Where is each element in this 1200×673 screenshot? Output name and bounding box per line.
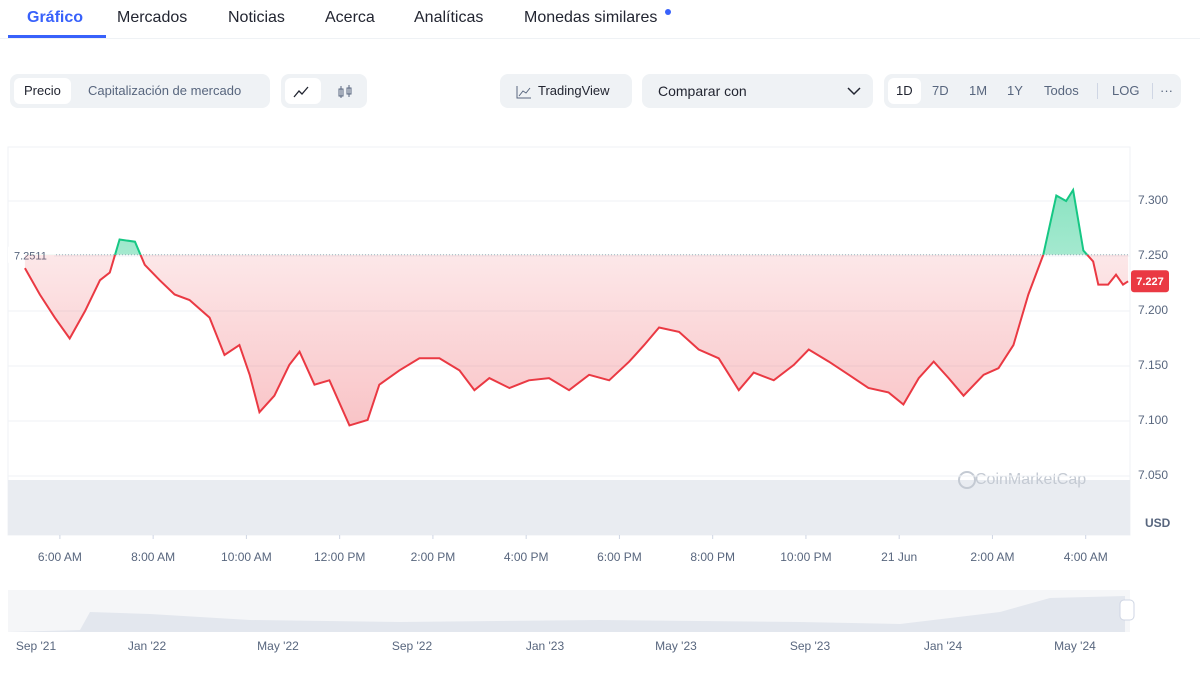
x-tick-label: 2:00 AM <box>970 550 1014 564</box>
navigator-label: Sep '22 <box>392 639 433 653</box>
watermark-logo <box>958 471 976 489</box>
x-tick-label: 6:00 AM <box>38 550 82 564</box>
tradingview-group: TradingView <box>500 74 632 108</box>
tab[interactable]: Gráfico <box>27 9 84 26</box>
chevron <box>847 87 861 96</box>
metric-toggle: Precio Capitalización de mercado <box>10 74 270 108</box>
tv-icon <box>516 85 531 99</box>
x-tick-label: 6:00 PM <box>597 550 642 564</box>
candle-icon <box>338 84 352 98</box>
tradingview-label: TradingView <box>538 83 610 98</box>
navigator-label: Sep '21 <box>16 639 57 653</box>
y-tick-label: 7.150 <box>1138 358 1168 372</box>
x-tick-label: 8:00 AM <box>131 550 175 564</box>
price-button[interactable]: Precio <box>14 78 71 104</box>
x-tick-label: 12:00 PM <box>314 550 365 564</box>
y-tick-label: 7.300 <box>1138 193 1168 207</box>
y-tick-label: 7.250 <box>1138 248 1168 262</box>
area-up <box>24 190 1129 255</box>
y-tick-label: 7.200 <box>1138 303 1168 317</box>
tab[interactable]: Mercados <box>117 9 188 26</box>
x-tick-label: 2:00 PM <box>411 550 456 564</box>
range-button[interactable]: 1Y <box>1007 83 1023 98</box>
active-underline <box>8 35 106 38</box>
navigator-label: May '24 <box>1054 639 1096 653</box>
candle-button[interactable] <box>329 78 365 104</box>
log-button[interactable]: LOG <box>1112 83 1140 98</box>
area-down <box>24 254 1129 426</box>
range-button[interactable]: 7D <box>932 83 949 98</box>
navigator-area <box>8 596 1125 632</box>
tab[interactable]: Monedas similares <box>524 9 658 26</box>
compare-dropdown[interactable]: Comparar con <box>642 74 873 108</box>
navigator-handle[interactable] <box>1119 599 1135 621</box>
x-tick-label: 4:00 AM <box>1064 550 1108 564</box>
unit-label: USD <box>1145 516 1171 530</box>
navigator-label: May '23 <box>655 639 697 653</box>
navigator-label: Jan '22 <box>128 639 167 653</box>
current-price-label: 7.227 <box>1136 276 1164 288</box>
compare-label: Comparar con <box>658 83 747 99</box>
range-button[interactable]: Todos <box>1044 83 1079 98</box>
x-tick-label: 10:00 PM <box>780 550 831 564</box>
tradingview-button[interactable]: TradingView <box>508 78 618 104</box>
x-tick-label: 21 Jun <box>881 550 917 564</box>
range-button[interactable]: 1D <box>888 78 921 104</box>
navigator-label: Sep '23 <box>790 639 831 653</box>
divider <box>1152 83 1153 99</box>
x-tick-label: 4:00 PM <box>504 550 549 564</box>
tab-bar: Gráfico Mercados Noticias Acerca Analíti… <box>0 0 1200 39</box>
divider <box>1097 83 1098 99</box>
tab[interactable]: Acerca <box>325 9 375 26</box>
line-button[interactable] <box>285 78 321 104</box>
tab[interactable]: Analíticas <box>414 9 484 26</box>
watermark: CoinMarketCap <box>975 471 1086 488</box>
market-cap-button[interactable]: Capitalización de mercado <box>88 83 242 98</box>
volume-band <box>8 480 1130 535</box>
navigator-label: May '22 <box>257 639 299 653</box>
navigator-label: Jan '24 <box>924 639 963 653</box>
chart-style-toggle <box>281 74 367 108</box>
more-button[interactable]: ··· <box>1160 83 1173 98</box>
tab[interactable]: Noticias <box>228 9 285 26</box>
range-toggle: 1D 7D 1M 1Y Todos LOG ··· <box>884 74 1181 108</box>
navigator-label: Jan '23 <box>526 639 565 653</box>
line-icon <box>293 86 309 97</box>
y-tick-label: 7.100 <box>1138 413 1168 427</box>
x-tick-label: 10:00 AM <box>221 550 272 564</box>
x-tick-label: 8:00 PM <box>690 550 735 564</box>
range-button[interactable]: 1M <box>969 83 988 98</box>
y-tick-label: 7.050 <box>1138 468 1168 482</box>
current-price-tag <box>1131 270 1169 293</box>
line-down <box>24 254 1129 427</box>
new-dot <box>665 9 671 15</box>
